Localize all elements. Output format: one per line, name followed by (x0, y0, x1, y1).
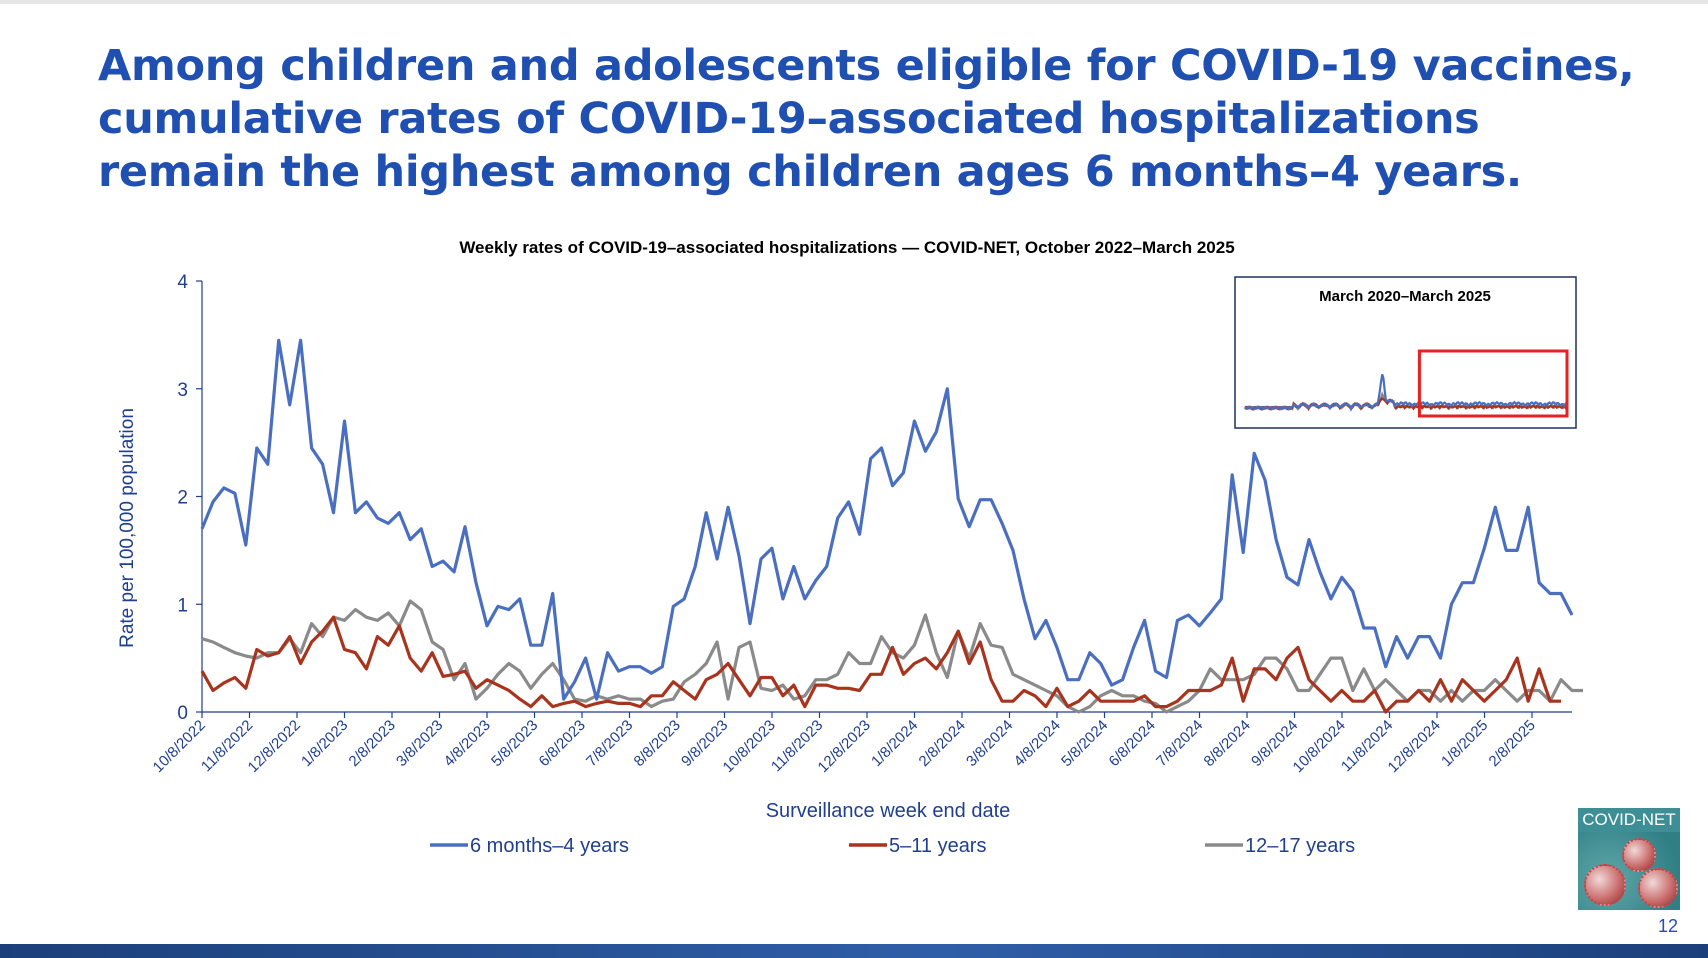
headline-line-1: Among children and adolescents eligible … (98, 41, 1635, 91)
x-tick-label: 2/8/2023 (346, 717, 399, 770)
x-tick-label: 5/8/2023 (488, 717, 541, 770)
series-line-2 (201, 599, 1583, 714)
x-tick-label: 12/8/2023 (815, 717, 874, 776)
x-tick-label: 4/8/2023 (441, 717, 494, 770)
legend-label: 5–11 years (889, 835, 986, 857)
y-axis-label: Rate per 100,000 population (117, 408, 138, 648)
y-tick-label: 0 (177, 703, 188, 724)
x-axis: 10/8/202211/8/202212/8/20221/8/20232/8/2… (150, 711, 1572, 776)
virus-icon (1622, 838, 1656, 872)
x-tick-label: 1/8/2024 (868, 717, 921, 770)
logo-text: COVID-NET (1578, 808, 1680, 832)
x-tick-label: 7/8/2023 (583, 717, 636, 770)
x-tick-label: 10/8/2023 (720, 717, 779, 776)
x-axis-label: Surveillance week end date (766, 800, 1011, 822)
series-line-1 (200, 615, 1561, 714)
headline: Among children and adolescents eligible … (98, 40, 1658, 199)
inset-title: March 2020–March 2025 (1319, 288, 1491, 305)
headline-line-3: remain the highest among children ages 6… (98, 147, 1522, 197)
x-tick-label: 12/8/2024 (1385, 717, 1444, 776)
x-tick-label: 7/8/2024 (1153, 717, 1206, 770)
series-line-0 (200, 338, 1574, 701)
x-tick-label: 10/8/2022 (150, 717, 209, 776)
virus-icon (1638, 868, 1678, 908)
x-tick-label: 10/8/2024 (1290, 717, 1349, 776)
legend-label: 12–17 years (1245, 835, 1355, 857)
x-tick-label: 8/8/2023 (631, 717, 684, 770)
headline-line-2: cumulative rates of COVID-19–associated … (98, 94, 1480, 144)
inset-chart: March 2020–March 2025 (1234, 276, 1577, 429)
x-tick-label: 1/8/2023 (298, 717, 351, 770)
series-layer (200, 338, 1583, 714)
virus-icon (1584, 864, 1626, 906)
legend-label: 6 months–4 years (470, 835, 629, 857)
slide: Among children and adolescents eligible … (0, 4, 1708, 944)
x-tick-label: 5/8/2024 (1058, 717, 1111, 770)
y-tick-label: 1 (177, 595, 188, 616)
x-tick-label: 1/8/2025 (1438, 717, 1491, 770)
y-axis: 0 1 2 3 4 (177, 272, 203, 724)
inset-highlight-box (1417, 349, 1569, 418)
inset-series-line (1244, 374, 1569, 412)
x-tick-label: 2/8/2025 (1486, 717, 1539, 770)
y-tick-label: 3 (177, 380, 188, 401)
x-tick-label: 2/8/2024 (916, 717, 969, 770)
y-tick-label: 4 (177, 272, 188, 293)
inset-lines (1244, 374, 1569, 412)
x-tick-label: 8/8/2024 (1201, 717, 1254, 770)
x-tick-label: 3/8/2023 (393, 717, 446, 770)
footer-bar (0, 944, 1708, 958)
x-tick-label: 4/8/2024 (1011, 717, 1064, 770)
x-tick-label: 6/8/2024 (1106, 717, 1159, 770)
legend: 6 months–4 years 5–11 years 12–17 years (430, 835, 1355, 857)
x-tick-label: 3/8/2024 (963, 717, 1016, 770)
y-tick-label: 2 (177, 488, 188, 509)
covid-net-logo: COVID-NET (1578, 808, 1680, 910)
x-tick-label: 12/8/2022 (245, 717, 304, 776)
page-number: 12 (1657, 916, 1678, 936)
chart-title: Weekly rates of COVID-19–associated hosp… (459, 238, 1234, 257)
x-tick-label: 6/8/2023 (536, 717, 589, 770)
